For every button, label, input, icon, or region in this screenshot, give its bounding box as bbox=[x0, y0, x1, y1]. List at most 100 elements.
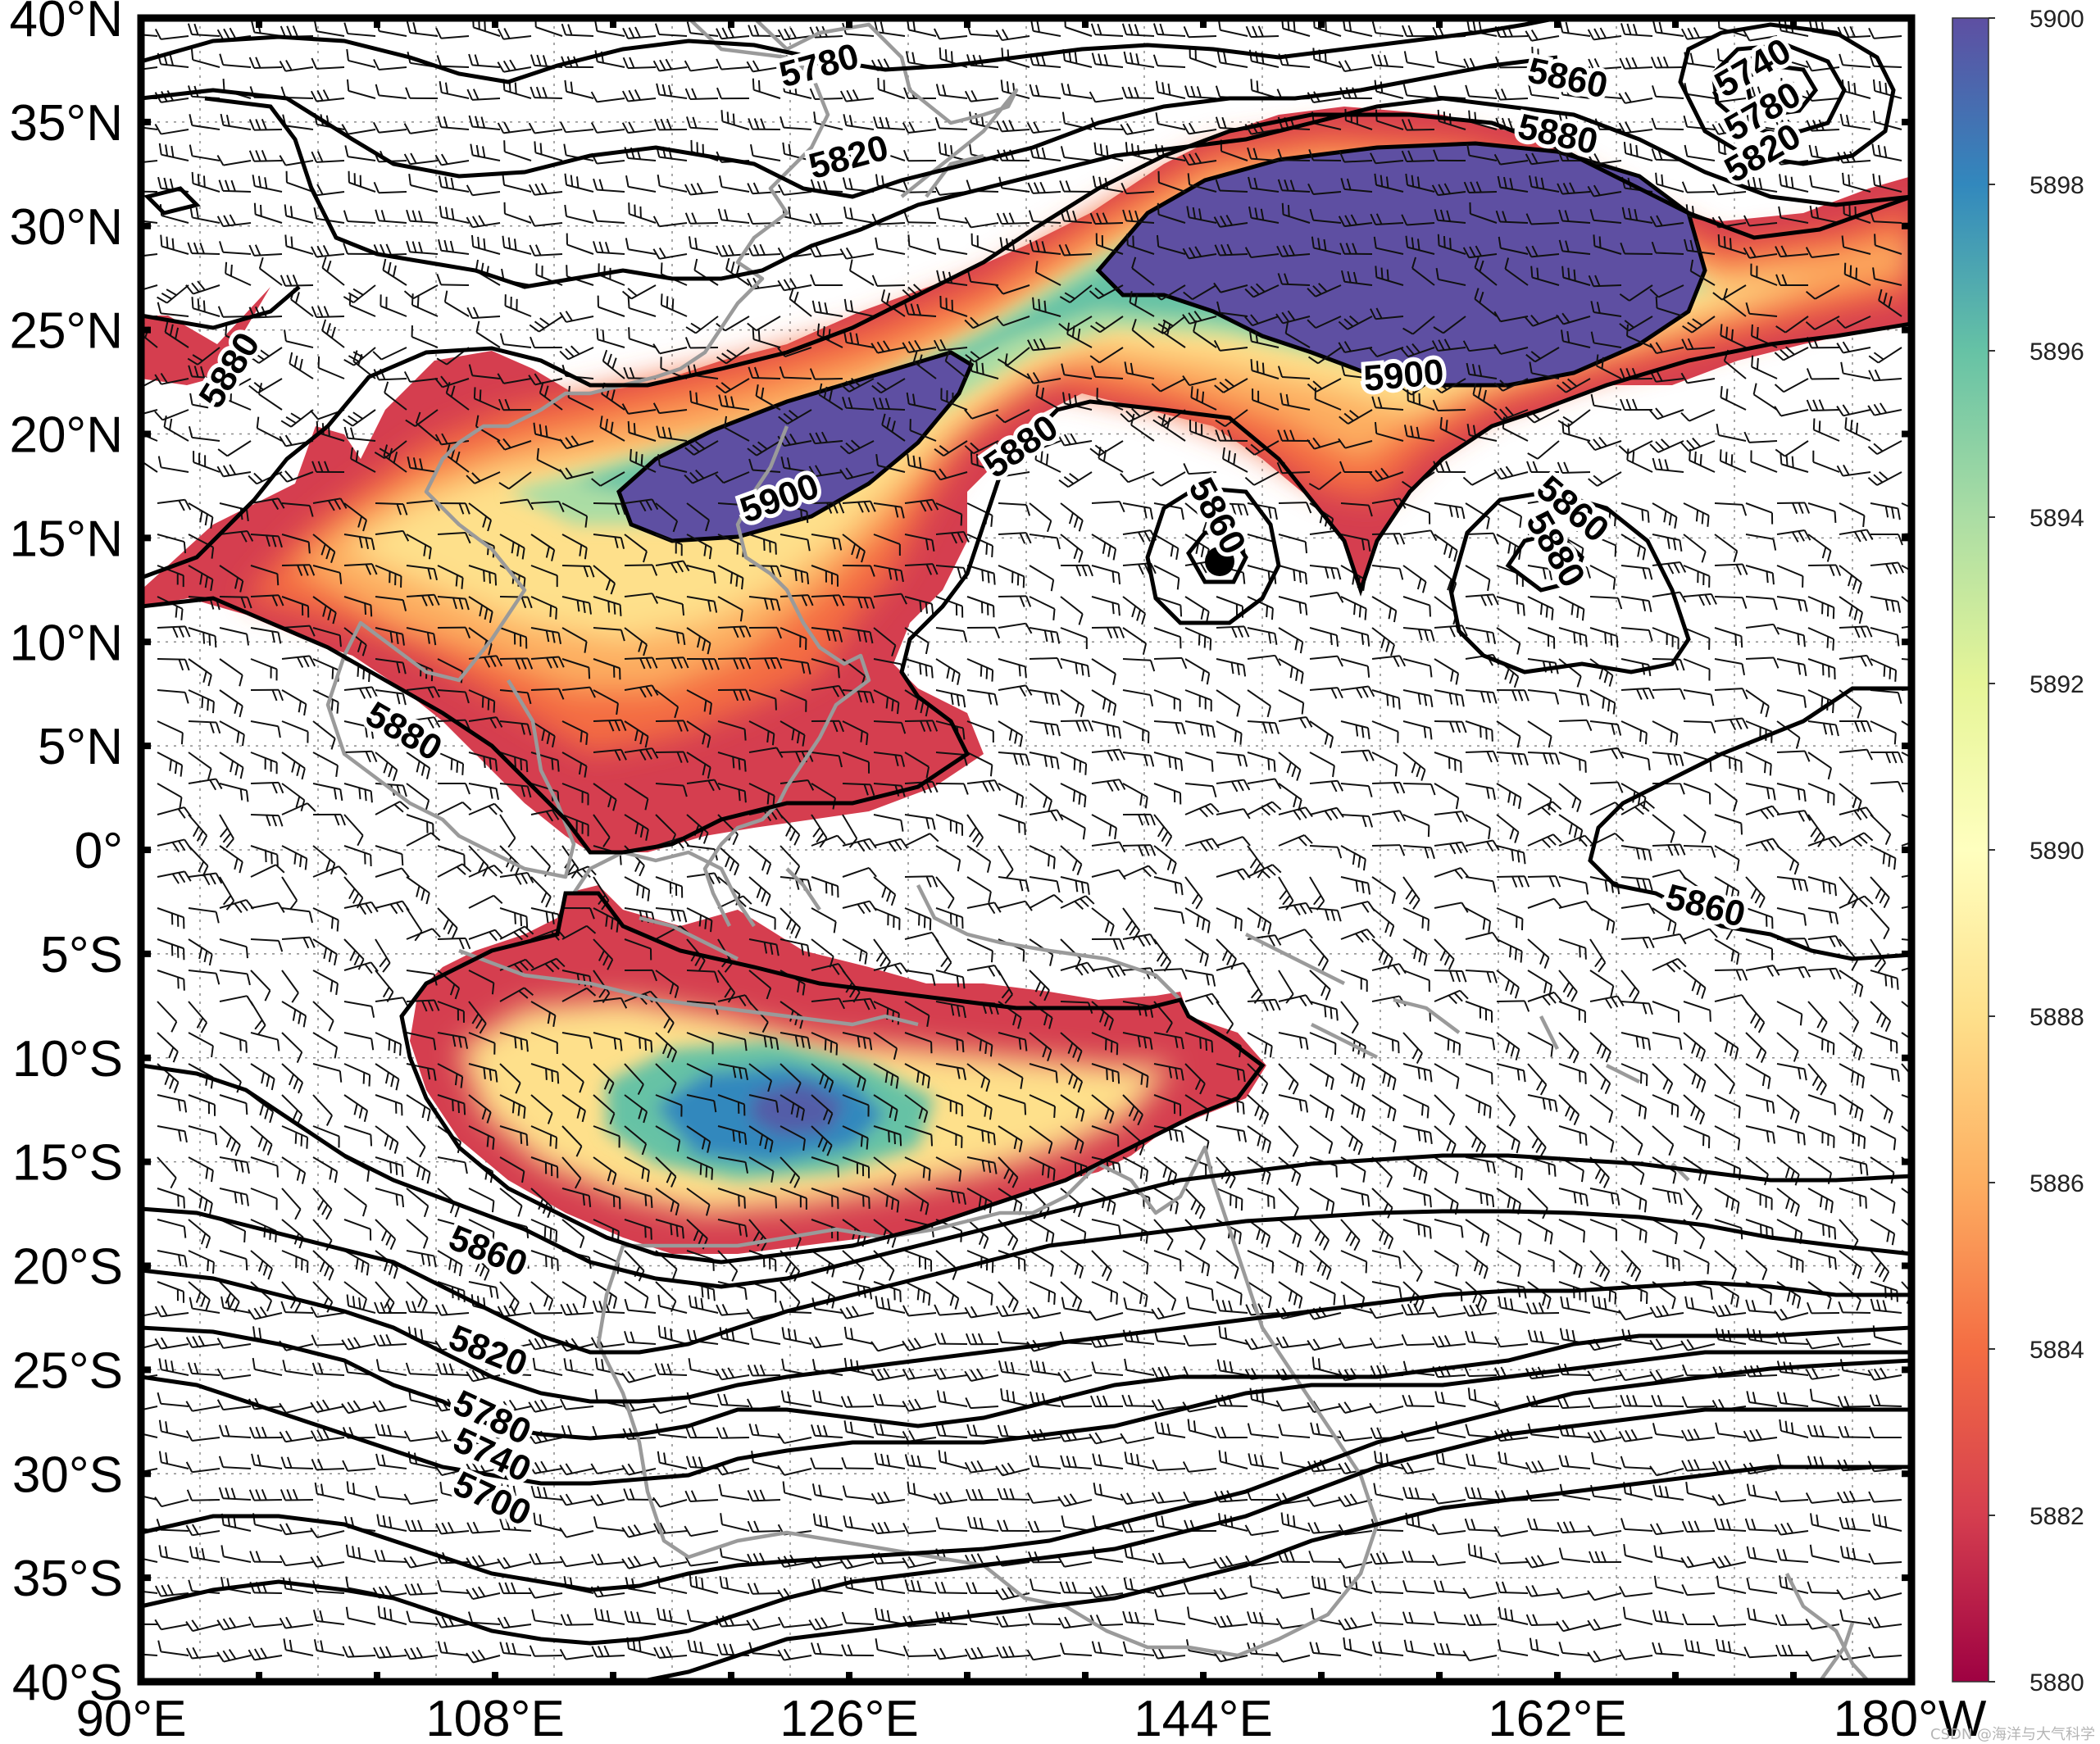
wind-barb bbox=[1495, 210, 1529, 224]
wind-barb bbox=[1681, 181, 1716, 193]
wind-barb bbox=[1717, 234, 1747, 255]
wind-barb bbox=[311, 244, 345, 258]
x-tick-label: 162°E bbox=[1488, 1691, 1627, 1744]
wind-barb bbox=[1743, 30, 1778, 42]
wind-barb bbox=[1525, 120, 1560, 133]
wind-barb bbox=[1559, 83, 1591, 99]
wind-barb bbox=[1308, 149, 1342, 161]
wind-barb bbox=[810, 148, 843, 161]
wind-barb bbox=[1182, 122, 1217, 135]
wind-barb bbox=[187, 23, 220, 37]
wind-barb bbox=[158, 143, 189, 161]
wind-barb bbox=[590, 91, 625, 103]
wind-barb bbox=[1620, 242, 1653, 255]
wind-barb bbox=[873, 116, 906, 130]
wind-barb bbox=[160, 234, 189, 255]
wind-barb bbox=[716, 58, 750, 70]
wind-barb bbox=[1525, 213, 1560, 225]
wind-barb bbox=[1184, 85, 1217, 99]
wind-barb bbox=[1463, 181, 1498, 194]
wind-barb bbox=[935, 84, 968, 99]
wind-barb bbox=[656, 83, 688, 99]
colorbar-label: 5892 bbox=[2030, 671, 2084, 698]
wind-barb bbox=[1307, 183, 1342, 195]
wind-barb bbox=[1433, 149, 1466, 161]
wind-barb bbox=[652, 216, 688, 228]
colorbar-label: 5900 bbox=[2030, 6, 2084, 33]
wind-barb bbox=[1156, 234, 1186, 255]
wind-barb bbox=[248, 150, 283, 162]
wind-barb bbox=[1405, 235, 1435, 255]
wind-barb bbox=[1405, 173, 1435, 193]
wind-barb bbox=[749, 144, 781, 161]
wind-barb bbox=[435, 27, 470, 39]
wind-barb bbox=[437, 116, 470, 130]
wind-barb bbox=[593, 178, 625, 193]
wind-barb bbox=[1121, 86, 1155, 99]
wind-barb bbox=[219, 53, 252, 68]
wind-barb bbox=[716, 244, 750, 257]
wind-barb bbox=[1276, 244, 1311, 257]
wind-barb bbox=[1187, 173, 1217, 193]
wind-barb bbox=[1558, 239, 1591, 255]
wind-barb bbox=[1839, 53, 1871, 68]
wind-barb bbox=[1123, 51, 1155, 68]
wind-barb bbox=[1340, 178, 1373, 193]
wind-barb bbox=[1778, 206, 1809, 224]
wind-barb bbox=[1525, 245, 1560, 258]
wind-barb bbox=[652, 247, 688, 260]
wind-barb bbox=[782, 142, 812, 161]
colorbar-label: 5896 bbox=[2030, 338, 2084, 366]
wind-barb bbox=[1437, 234, 1466, 255]
wind-barb bbox=[777, 184, 812, 196]
y-tick-label: 20°N bbox=[9, 407, 123, 464]
wind-barb bbox=[434, 153, 470, 166]
wind-barb bbox=[718, 175, 750, 193]
wind-barb bbox=[622, 26, 657, 39]
wind-barb bbox=[343, 243, 376, 255]
wind-barb bbox=[1743, 246, 1778, 259]
wind-barb bbox=[590, 122, 625, 134]
y-tick-label: 15°N bbox=[9, 511, 123, 567]
wind-barb bbox=[1743, 215, 1778, 227]
wind-barb bbox=[535, 263, 563, 286]
wind-barb bbox=[437, 238, 470, 255]
wind-barb bbox=[528, 183, 563, 196]
wind-barb bbox=[219, 241, 252, 255]
wind-barb bbox=[1684, 144, 1716, 161]
colorbar-label: 5898 bbox=[2030, 172, 2084, 199]
wind-barb bbox=[1497, 175, 1529, 193]
wind-barb bbox=[346, 79, 376, 99]
wind-barb bbox=[936, 207, 968, 224]
wind-barb bbox=[373, 181, 407, 194]
wind-barb bbox=[1216, 51, 1248, 68]
wind-barb bbox=[403, 284, 439, 300]
wind-barb bbox=[625, 175, 657, 193]
wind-barb bbox=[1469, 202, 1498, 224]
y-tick-label: 5°S bbox=[40, 927, 123, 983]
wind-barb bbox=[1587, 152, 1622, 166]
x-tick-label: 144°E bbox=[1134, 1691, 1273, 1744]
wind-barb bbox=[996, 212, 1030, 225]
wind-barb bbox=[403, 152, 439, 166]
wind-barb bbox=[1587, 27, 1622, 41]
wind-barb bbox=[933, 28, 968, 40]
wind-barb bbox=[1370, 152, 1404, 165]
wind-barb bbox=[1248, 206, 1280, 224]
wind-barb bbox=[1029, 146, 1061, 161]
wind-barb bbox=[1557, 182, 1591, 195]
wind-barb bbox=[654, 23, 688, 37]
wind-barb bbox=[225, 261, 252, 286]
wind-barb bbox=[1558, 209, 1591, 224]
wind-barb bbox=[593, 209, 625, 224]
wind-barb bbox=[343, 22, 376, 37]
wind-barb bbox=[1155, 112, 1186, 130]
wind-barb bbox=[343, 210, 376, 224]
wind-barb bbox=[1027, 181, 1061, 194]
wind-barb bbox=[1435, 50, 1466, 68]
wind-barb bbox=[341, 124, 376, 135]
wind-barb bbox=[716, 26, 750, 40]
y-tick-label: 20°S bbox=[12, 1239, 123, 1296]
wind-barb bbox=[311, 151, 345, 163]
wind-barb bbox=[1182, 246, 1217, 260]
